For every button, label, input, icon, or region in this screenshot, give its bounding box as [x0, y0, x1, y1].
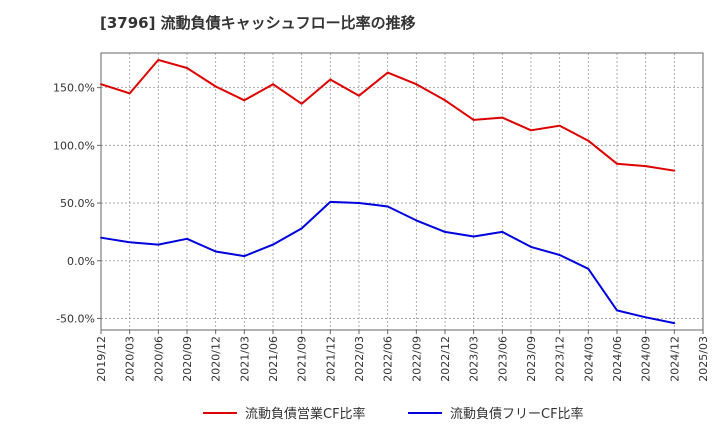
- data-point: [616, 162, 618, 165]
- x-tick-label: 2021/09: [296, 336, 309, 382]
- data-point: [644, 316, 647, 319]
- plot-area: [100, 52, 704, 331]
- data-point: [358, 202, 360, 204]
- data-point: [214, 250, 217, 253]
- y-tick-label: -50.0%: [56, 312, 95, 325]
- chart-title: [3796] 流動負債キャッシュフロー比率の推移: [100, 14, 416, 32]
- data-point: [530, 246, 532, 248]
- data-point: [444, 230, 446, 233]
- data-point: [329, 200, 332, 203]
- x-tick-label: 2019/12: [95, 336, 108, 382]
- data-point: [272, 83, 274, 86]
- data-point: [673, 322, 676, 324]
- x-tick-label: 2020/06: [152, 336, 165, 382]
- data-point: [300, 227, 303, 230]
- data-point: [444, 99, 446, 102]
- y-tick-label: 50.0%: [60, 197, 95, 210]
- data-point: [501, 230, 504, 233]
- data-point: [501, 116, 504, 119]
- legend-label: 流動負債フリーCF比率: [450, 406, 584, 422]
- x-tick-label: 2022/06: [382, 336, 395, 382]
- data-point: [243, 255, 246, 258]
- data-point: [558, 124, 561, 127]
- data-point: [358, 94, 360, 97]
- x-tick-label: 2023/09: [525, 336, 538, 382]
- data-point: [558, 254, 561, 256]
- data-point: [243, 99, 246, 102]
- x-tick-label: 2021/03: [238, 336, 251, 382]
- data-point: [300, 102, 303, 105]
- x-tick-label: 2025/03: [697, 336, 710, 382]
- data-point: [616, 309, 618, 312]
- y-tick-label: 150.0%: [53, 82, 95, 95]
- x-tick-label: 2023/03: [468, 336, 481, 382]
- x-tick-label: 2022/12: [439, 336, 452, 382]
- x-tick-label: 2022/09: [410, 336, 423, 382]
- x-tick-label: 2023/06: [496, 336, 509, 382]
- x-tick-label: 2023/12: [554, 336, 567, 382]
- data-point: [157, 243, 160, 246]
- data-point: [673, 169, 676, 172]
- data-point: [272, 243, 274, 246]
- x-tick-label: 2020/09: [181, 336, 194, 382]
- data-point: [472, 119, 475, 121]
- legend: 流動負債営業CF比率 流動負債フリーCF比率: [203, 406, 584, 422]
- x-tick-label: 2020/03: [124, 336, 137, 382]
- data-point: [386, 205, 389, 208]
- data-point: [157, 59, 160, 61]
- y-tick-label: 100.0%: [53, 139, 95, 152]
- data-point: [530, 129, 532, 132]
- data-point: [186, 237, 188, 240]
- x-tick-label: 2024/06: [611, 336, 624, 382]
- data-point: [587, 267, 590, 270]
- data-point: [472, 235, 475, 238]
- data-point: [415, 83, 418, 86]
- y-axis: -50.0% 0.0% 50.0% 100.0% 150.0%: [53, 82, 101, 325]
- data-point: [386, 71, 389, 74]
- x-axis: 2019/12 2020/03 2020/06 2020/09 2020/12 2021/…: [95, 330, 710, 382]
- data-point: [329, 78, 332, 81]
- legend-label: 流動負債営業CF比率: [245, 406, 366, 422]
- data-point: [587, 139, 590, 142]
- x-tick-label: 2024/03: [582, 336, 595, 382]
- x-tick-label: 2022/03: [353, 336, 366, 382]
- x-tick-label: 2024/12: [668, 336, 681, 382]
- grid: [101, 53, 703, 330]
- data-point: [644, 165, 647, 168]
- x-tick-label: 2020/12: [210, 336, 223, 382]
- x-tick-label: 2021/06: [267, 336, 280, 382]
- data-point: [100, 83, 102, 86]
- data-point: [415, 219, 418, 222]
- x-tick-label: 2024/09: [640, 336, 653, 382]
- data-point: [100, 236, 102, 239]
- data-point: [128, 92, 131, 95]
- x-tick-label: 2021/12: [324, 336, 337, 382]
- series-layer: [100, 58, 676, 325]
- y-tick-label: 0.0%: [67, 255, 95, 268]
- data-point: [128, 241, 131, 244]
- data-point: [214, 85, 217, 88]
- data-point: [186, 67, 188, 69]
